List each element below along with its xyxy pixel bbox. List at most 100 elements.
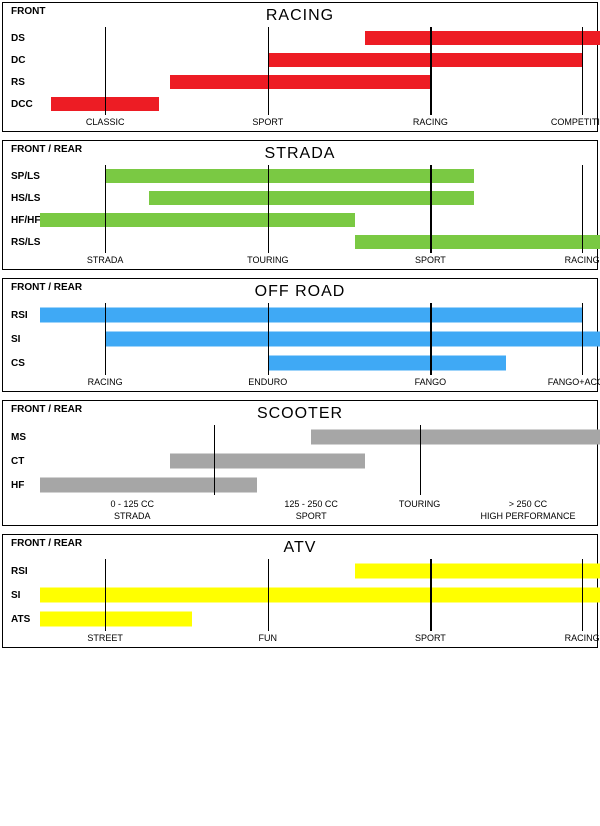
range-bar <box>40 213 354 227</box>
corner-label: FRONT / REAR <box>11 144 82 155</box>
row-track <box>51 303 593 327</box>
range-bar <box>149 191 474 205</box>
range-bar <box>170 75 430 89</box>
x-tick: SPORT <box>252 117 283 127</box>
chart-body: RSISIATS <box>3 559 597 631</box>
chart-row: SP/LS <box>51 165 593 187</box>
chart-row: CT <box>51 449 593 473</box>
panel-title: OFF ROAD <box>3 283 597 301</box>
corner-label: FRONT / REAR <box>11 538 82 549</box>
x-tick: STRADA <box>87 255 124 265</box>
x-tick: FUN <box>259 633 278 643</box>
row-label: DS <box>11 33 49 44</box>
row-label: RS/LS <box>11 237 49 248</box>
range-bar <box>105 332 600 347</box>
corner-label: FRONT <box>11 6 45 17</box>
x-axis: STREETFUNSPORTRACING <box>51 633 593 647</box>
row-label: SP/LS <box>11 171 49 182</box>
range-bar <box>40 588 600 603</box>
row-label: RS <box>11 77 49 88</box>
chart-body: DSDCRSDCC <box>3 27 597 115</box>
chart-row: HF <box>51 473 593 497</box>
row-track <box>51 27 593 49</box>
x-axis: CLASSICSPORTRACINGCOMPETITION <box>51 117 593 131</box>
chart-body: SP/LSHS/LSHF/HFRS/LS <box>3 165 597 253</box>
chart-row: DCC <box>51 93 593 115</box>
x-tick: 0 - 125 CCSTRADA <box>111 499 155 522</box>
chart-row: HS/LS <box>51 187 593 209</box>
range-bar <box>40 612 192 627</box>
range-bar <box>105 169 474 183</box>
row-label: DCC <box>11 99 49 110</box>
panel-4: FRONT / REARATV RSISIATS STREET FUN SPORT RAC… <box>2 534 598 648</box>
range-bar <box>268 53 582 67</box>
x-tick-line2: SPORT <box>284 511 338 523</box>
corner-label: FRONT / REAR <box>11 404 82 415</box>
range-bar <box>51 97 159 111</box>
panel-2: FRONT / REAROFF ROAD RSISICS RACING ENDURO F… <box>2 278 598 392</box>
x-tick: COMPETITION <box>551 117 600 127</box>
x-tick-line2: STRADA <box>111 511 155 523</box>
chart-row: RSI <box>51 303 593 327</box>
panel-title: RACING <box>3 7 597 25</box>
chart-row: MS <box>51 425 593 449</box>
chart-body: RSISICS <box>3 303 597 375</box>
row-label: RSI <box>11 566 49 577</box>
x-tick-line2: TOURING <box>399 499 440 511</box>
row-label: HS/LS <box>11 193 49 204</box>
panel-title: SCOOTER <box>3 405 597 423</box>
chart-row: RSI <box>51 559 593 583</box>
row-track <box>51 449 593 473</box>
range-bar <box>311 430 600 445</box>
range-bar <box>268 356 506 371</box>
x-tick: RACING <box>565 633 600 643</box>
x-tick: RACING <box>413 117 448 127</box>
row-track <box>51 559 593 583</box>
row-track <box>51 209 593 231</box>
x-tick: TOURING <box>247 255 288 265</box>
row-label: CT <box>11 456 49 467</box>
x-tick: RACING <box>565 255 600 265</box>
chart-row: CS <box>51 351 593 375</box>
panel-0: FRONTRACINGDSDCRSDCCCLASSICSPORTRACINGCO… <box>2 2 598 132</box>
range-bar <box>355 564 600 579</box>
panel-3: FRONT / REARSCOOTERMSCTHF0 - 125 CCSTRAD… <box>2 400 598 526</box>
x-tick: SPORT <box>415 255 446 265</box>
x-tick: CLASSIC <box>86 117 125 127</box>
x-tick: STREET <box>87 633 123 643</box>
row-track <box>51 351 593 375</box>
row-track <box>51 473 593 497</box>
x-tick: 125 - 250 CCSPORT <box>284 499 338 522</box>
chart-row: SI <box>51 327 593 351</box>
x-tick-line1: 0 - 125 CC <box>111 499 155 511</box>
range-bar <box>355 235 600 249</box>
corner-label: FRONT / REAR <box>11 282 82 293</box>
range-bar <box>170 454 365 469</box>
range-bar <box>40 478 257 493</box>
chart-row: DS <box>51 27 593 49</box>
row-track <box>51 71 593 93</box>
row-track <box>51 49 593 71</box>
chart-row: RS <box>51 71 593 93</box>
row-label: DC <box>11 55 49 66</box>
x-tick-line1: > 250 CC <box>480 499 575 511</box>
x-tick-line1: 125 - 250 CC <box>284 499 338 511</box>
chart-row: DC <box>51 49 593 71</box>
x-axis: STRADATOURINGSPORTRACING <box>51 255 593 269</box>
row-track <box>51 583 593 607</box>
row-track <box>51 607 593 631</box>
x-tick: FANGO <box>415 377 447 387</box>
chart-row: SI <box>51 583 593 607</box>
x-axis: 0 - 125 CCSTRADA 125 - 250 CCSPORT TOURING… <box>51 499 593 525</box>
row-track <box>51 165 593 187</box>
panel-title: STRADA <box>3 145 597 163</box>
panel-title: ATV <box>3 539 597 557</box>
row-track <box>51 93 593 115</box>
x-tick: FANGO+ACQUA <box>548 377 600 387</box>
x-tick: RACING <box>88 377 123 387</box>
x-tick: SPORT <box>415 633 446 643</box>
row-label: CS <box>11 358 49 369</box>
x-tick-line2: HIGH PERFORMANCE <box>480 511 575 523</box>
row-track <box>51 425 593 449</box>
x-tick: ENDURO <box>248 377 287 387</box>
